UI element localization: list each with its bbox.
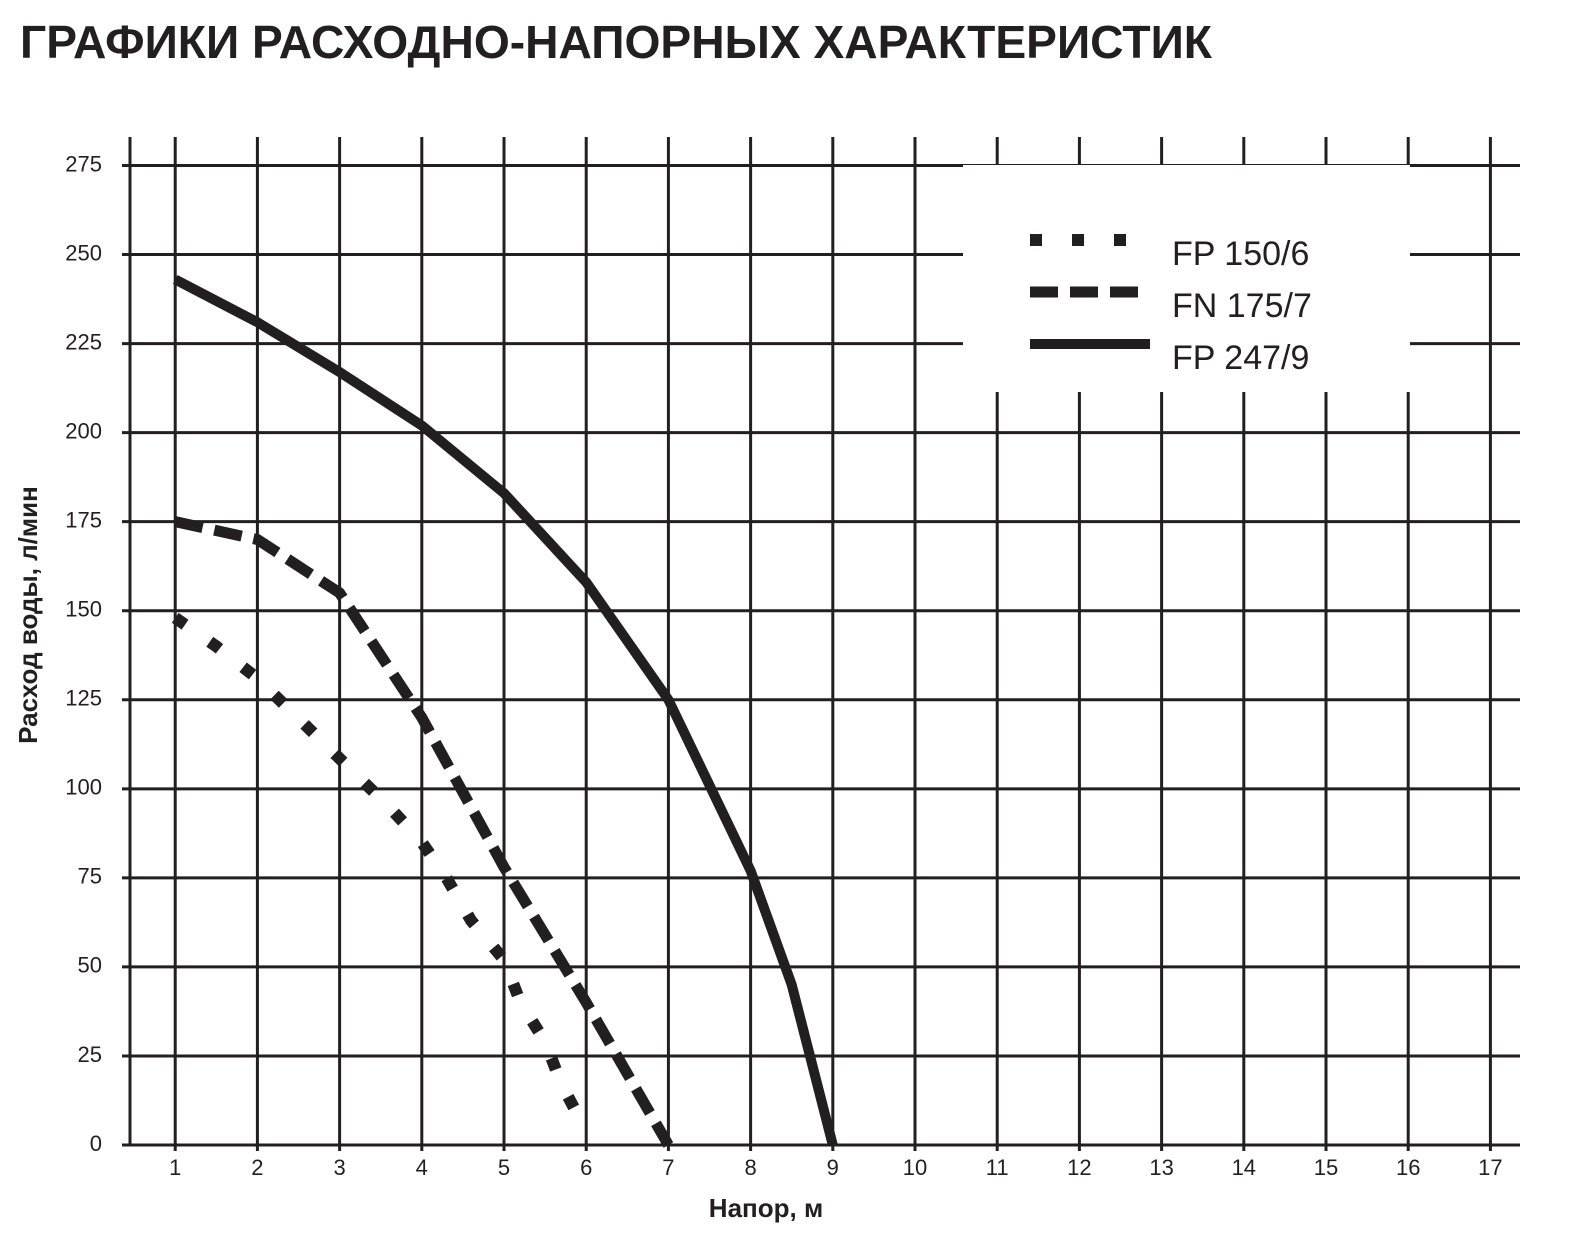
x-tick-label: 7: [662, 1155, 674, 1180]
x-tick-label: 6: [580, 1155, 592, 1180]
x-tick-label: 4: [416, 1155, 428, 1180]
y-tick-label: 150: [65, 597, 102, 622]
x-tick-label: 8: [744, 1155, 756, 1180]
y-tick-label: 200: [65, 418, 102, 443]
x-axis-label: Напор, м: [709, 1193, 823, 1223]
x-tick-label: 11: [986, 1155, 1009, 1180]
y-tick-label: 75: [78, 864, 102, 889]
y-tick-label: 100: [65, 775, 102, 800]
x-tick-label: 13: [1149, 1155, 1173, 1180]
y-tick-label: 50: [78, 953, 102, 978]
y-axis-label: Расход воды, л/мин: [13, 486, 43, 744]
x-tick-label: 15: [1314, 1155, 1338, 1180]
legend-label: FP 247/9: [1172, 339, 1309, 377]
x-tick-label: 2: [251, 1155, 263, 1180]
x-tick-label: 10: [903, 1155, 927, 1180]
y-tick-label: 125: [65, 686, 102, 711]
series-line: [174, 516, 674, 1148]
x-tick-label: 9: [827, 1155, 839, 1180]
legend-label: FP 150/6: [1172, 235, 1309, 273]
series-line: [172, 275, 838, 1147]
chart-title: ГРАФИКИ РАСХОДНО-НАПОРНЫХ ХАРАКТЕРИСТИК: [20, 16, 1213, 68]
x-tick-label: 12: [1067, 1155, 1091, 1180]
x-tick-label: 3: [333, 1155, 345, 1180]
y-tick-label: 275: [65, 151, 102, 176]
legend-label: FN 175/7: [1172, 287, 1312, 325]
x-tick-label: 14: [1232, 1155, 1256, 1180]
x-tick-label: 16: [1396, 1155, 1420, 1180]
x-tick-label: 5: [498, 1155, 510, 1180]
y-tick-label: 250: [65, 240, 102, 265]
y-tick-label: 175: [65, 507, 102, 532]
legend-box: [963, 165, 1410, 392]
x-tick-label: 17: [1478, 1155, 1502, 1180]
series-line: [171, 612, 592, 1134]
y-tick-label: 25: [78, 1042, 102, 1067]
y-tick-label: 225: [65, 329, 102, 354]
x-tick-label: 1: [169, 1155, 181, 1180]
y-tick-label: 0: [90, 1131, 102, 1156]
